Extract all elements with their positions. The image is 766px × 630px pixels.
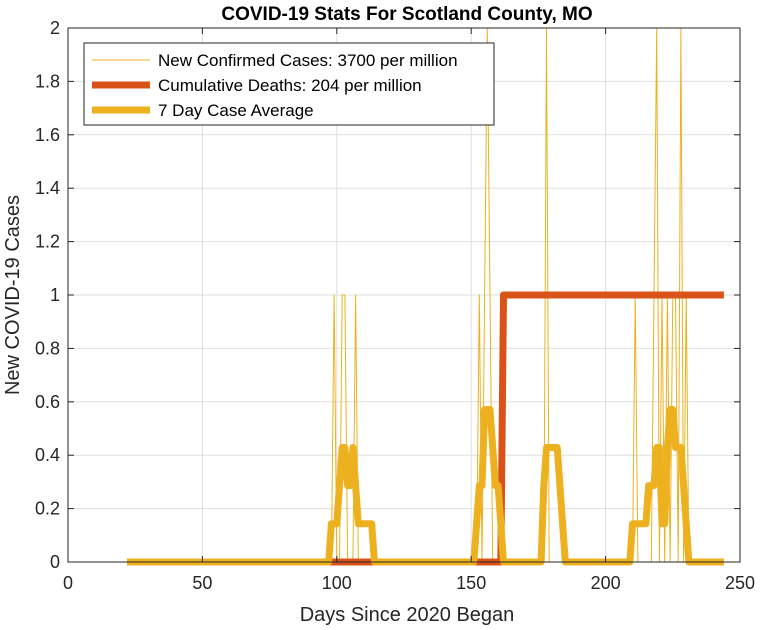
- x-tick-label-2: 100: [322, 573, 352, 593]
- y-tick-label-9: 1.8: [35, 71, 60, 91]
- x-tick-label-0: 0: [63, 573, 73, 593]
- y-axis-title: New COVID-19 Cases: [2, 195, 24, 395]
- legend-label-1: Cumulative Deaths: 204 per million: [158, 76, 422, 95]
- y-tick-label-7: 1.4: [35, 178, 60, 198]
- legend-label-2: 7 Day Case Average: [158, 101, 314, 120]
- y-tick-label-10: 2: [50, 18, 60, 38]
- plot-area: 0 50 100 150 200 250 0 0.2 0.4 0.6 0.8 1 1.2 1.4 1.6 1.…: [35, 18, 755, 593]
- y-tick-label-8: 1.6: [35, 125, 60, 145]
- x-axis-title: Days Since 2020 Began: [300, 604, 515, 626]
- x-tick-label-5: 250: [725, 573, 755, 593]
- y-tick-label-6: 1.2: [35, 232, 60, 252]
- legend-label-0: New Confirmed Cases: 3700 per million: [158, 51, 458, 70]
- legend-box: [83, 42, 495, 126]
- x-tick-label-4: 200: [591, 573, 621, 593]
- y-tick-label-1: 0.2: [35, 499, 60, 519]
- y-tick-label-5: 1: [50, 285, 60, 305]
- series-line-2: [127, 406, 724, 566]
- y-tick-label-2: 0.4: [35, 445, 60, 465]
- chart-title: COVID-19 Stats For Scotland County, MO: [221, 4, 592, 25]
- y-tick-label-3: 0.6: [35, 392, 60, 412]
- x-tick-label-1: 50: [192, 573, 212, 593]
- y-tick-label-0: 0: [50, 552, 60, 572]
- x-tick-label-3: 150: [456, 573, 486, 593]
- y-tick-label-4: 0.8: [35, 338, 60, 358]
